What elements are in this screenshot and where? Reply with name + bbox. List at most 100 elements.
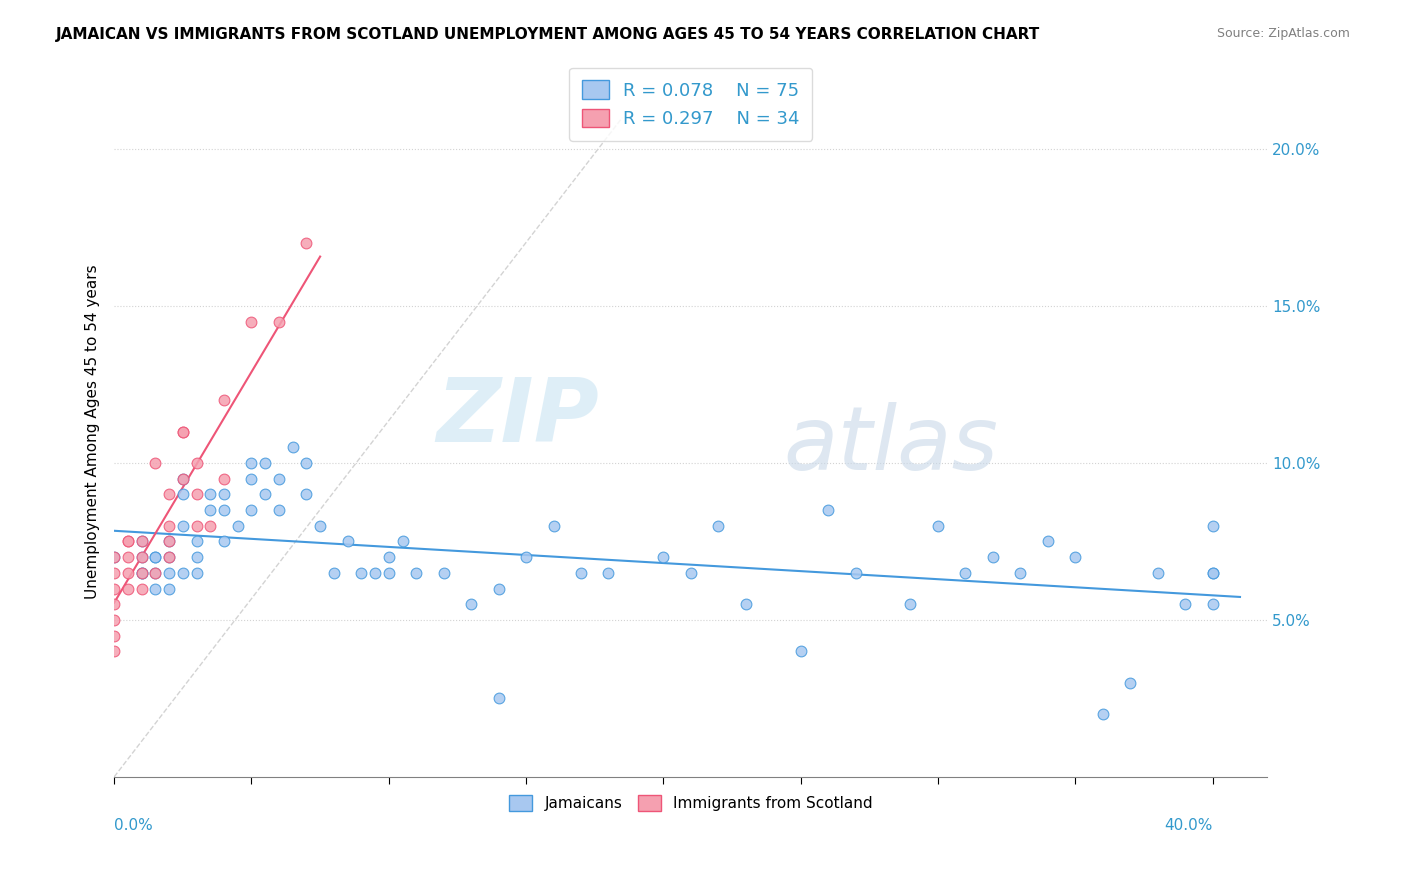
Point	[295, 487, 318, 501]
Point	[103, 566, 125, 580]
Point	[157, 582, 180, 596]
Point	[145, 566, 167, 580]
Point	[117, 534, 139, 549]
Point	[157, 534, 180, 549]
Point	[103, 613, 125, 627]
Point	[117, 550, 139, 565]
Point	[200, 518, 222, 533]
Text: JAMAICAN VS IMMIGRANTS FROM SCOTLAND UNEMPLOYMENT AMONG AGES 45 TO 54 YEARS CORR: JAMAICAN VS IMMIGRANTS FROM SCOTLAND UNE…	[56, 27, 1040, 42]
Point	[172, 518, 194, 533]
Point	[186, 566, 208, 580]
Point	[103, 629, 125, 643]
Point	[322, 566, 344, 580]
Point	[433, 566, 456, 580]
Point	[1064, 550, 1087, 565]
Point	[186, 518, 208, 533]
Point	[309, 518, 332, 533]
Point	[240, 315, 263, 329]
Point	[569, 566, 592, 580]
Point	[145, 582, 167, 596]
Point	[172, 472, 194, 486]
Point	[131, 582, 153, 596]
Point	[1036, 534, 1059, 549]
Point	[212, 534, 235, 549]
Point	[157, 550, 180, 565]
Point	[652, 550, 675, 565]
Point	[1146, 566, 1168, 580]
Point	[157, 534, 180, 549]
Point	[186, 487, 208, 501]
Point	[157, 566, 180, 580]
Point	[927, 518, 949, 533]
Point	[212, 393, 235, 408]
Point	[515, 550, 537, 565]
Point	[295, 456, 318, 470]
Point	[789, 644, 811, 658]
Y-axis label: Unemployment Among Ages 45 to 54 years: Unemployment Among Ages 45 to 54 years	[86, 264, 100, 599]
Point	[981, 550, 1004, 565]
Point	[212, 487, 235, 501]
Point	[131, 550, 153, 565]
Legend: Jamaicans, Immigrants from Scotland: Jamaicans, Immigrants from Scotland	[503, 789, 879, 817]
Point	[679, 566, 702, 580]
Text: 40.0%: 40.0%	[1164, 818, 1212, 832]
Point	[117, 534, 139, 549]
Point	[240, 503, 263, 517]
Point	[226, 518, 249, 533]
Point	[336, 534, 359, 549]
Point	[364, 566, 387, 580]
Point	[734, 597, 756, 611]
Point	[145, 456, 167, 470]
Point	[131, 534, 153, 549]
Text: ZIP: ZIP	[436, 375, 599, 461]
Point	[131, 534, 153, 549]
Point	[900, 597, 922, 611]
Point	[172, 425, 194, 439]
Point	[131, 566, 153, 580]
Point	[254, 456, 277, 470]
Point	[281, 440, 304, 454]
Point	[295, 236, 318, 251]
Point	[543, 518, 565, 533]
Point	[172, 487, 194, 501]
Point	[200, 503, 222, 517]
Text: atlas: atlas	[783, 402, 998, 489]
Point	[707, 518, 730, 533]
Point	[391, 534, 413, 549]
Point	[1201, 597, 1223, 611]
Point	[240, 456, 263, 470]
Point	[598, 566, 620, 580]
Point	[1091, 706, 1114, 721]
Point	[145, 550, 167, 565]
Point	[157, 518, 180, 533]
Point	[817, 503, 839, 517]
Point	[350, 566, 373, 580]
Point	[1201, 566, 1223, 580]
Point	[103, 597, 125, 611]
Point	[103, 644, 125, 658]
Point	[267, 315, 290, 329]
Point	[200, 487, 222, 501]
Point	[172, 425, 194, 439]
Point	[1174, 597, 1197, 611]
Point	[1201, 566, 1223, 580]
Point	[488, 691, 510, 706]
Point	[1119, 675, 1142, 690]
Point	[186, 456, 208, 470]
Point	[212, 472, 235, 486]
Point	[157, 487, 180, 501]
Point	[488, 582, 510, 596]
Point	[131, 550, 153, 565]
Point	[378, 550, 401, 565]
Point	[1201, 518, 1223, 533]
Point	[103, 582, 125, 596]
Point	[131, 566, 153, 580]
Point	[267, 503, 290, 517]
Point	[145, 550, 167, 565]
Point	[378, 566, 401, 580]
Point	[212, 503, 235, 517]
Point	[267, 472, 290, 486]
Point	[186, 534, 208, 549]
Point	[254, 487, 277, 501]
Point	[186, 550, 208, 565]
